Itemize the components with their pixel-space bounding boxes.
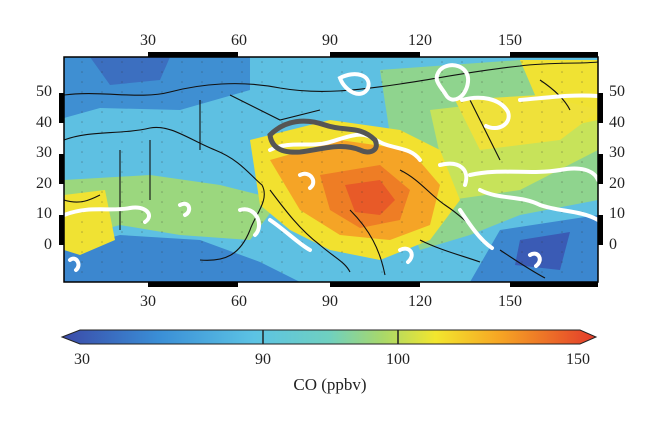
lon-bottom-90: 90 <box>322 293 338 310</box>
lat-right-0: 0 <box>609 236 617 253</box>
colorbar-label-90: 90 <box>255 351 271 368</box>
lon-bottom-30: 30 <box>140 293 156 310</box>
lon-top-150: 150 <box>498 32 522 49</box>
lat-ticks-right: 50 40 30 20 10 0 <box>609 83 625 253</box>
lat-right-30: 30 <box>609 144 625 161</box>
lat-left-0: 0 <box>44 236 52 253</box>
lat-left-50: 50 <box>36 83 52 100</box>
lon-bottom-60: 60 <box>231 293 247 310</box>
colorbar-min-label: 30 <box>74 351 90 368</box>
lon-bottom-120: 120 <box>408 293 432 310</box>
lon-ticks-bottom: 30 60 90 120 150 <box>140 293 522 310</box>
lat-right-10: 10 <box>609 205 625 222</box>
lat-left-20: 20 <box>36 175 52 192</box>
lon-top-90: 90 <box>322 32 338 49</box>
lat-ticks-left: 50 40 30 20 10 0 <box>36 83 52 253</box>
colorbar-title: CO (ppbv) <box>293 375 366 394</box>
lat-right-20: 20 <box>609 175 625 192</box>
colorbar-max-label: 150 <box>566 351 590 368</box>
colorbar: 30 90 100 150 CO (ppbv) <box>60 329 598 394</box>
lat-right-40: 40 <box>609 114 625 131</box>
grey-contour <box>267 118 379 155</box>
colorbar-bar <box>60 329 598 345</box>
lat-left-30: 30 <box>36 144 52 161</box>
lon-top-120: 120 <box>408 32 432 49</box>
white-contours <box>64 63 598 272</box>
lat-right-50: 50 <box>609 83 625 100</box>
lon-ticks-top: 30 60 90 120 150 <box>140 32 522 49</box>
frame-segments <box>59 52 603 287</box>
lon-bottom-150: 150 <box>498 293 522 310</box>
lon-top-60: 60 <box>231 32 247 49</box>
lat-left-10: 10 <box>36 205 52 222</box>
lon-top-30: 30 <box>140 32 156 49</box>
lat-left-40: 40 <box>36 114 52 131</box>
co-field <box>64 57 598 282</box>
colorbar-label-100: 100 <box>386 351 410 368</box>
